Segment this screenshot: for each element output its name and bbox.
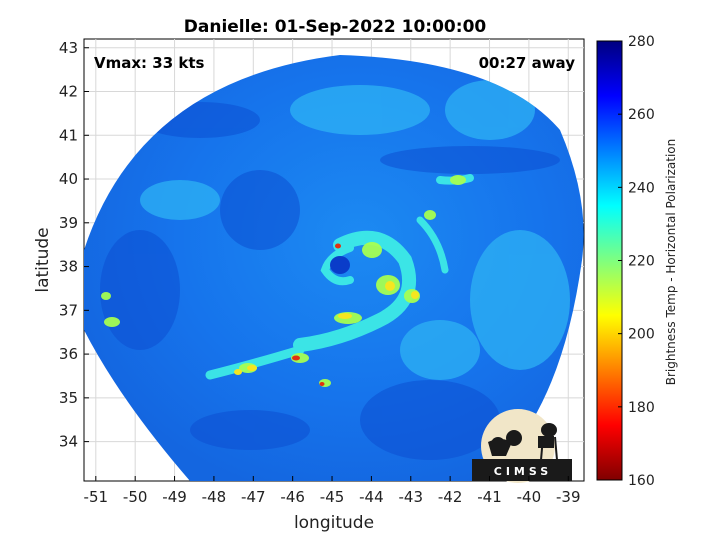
time-offset-label: 00:27 away [479, 54, 576, 72]
colorbar-tick-label: 220 [628, 254, 655, 270]
colorbar-tick-label: 180 [628, 400, 655, 416]
colorbar-tick-label: 200 [628, 327, 655, 343]
y-axis-ticks: 34 35 36 37 38 39 40 41 42 43 [59, 39, 89, 451]
x-tick-label: -43 [399, 488, 424, 506]
x-tick-label: -45 [320, 488, 345, 506]
x-tick-label: -51 [84, 488, 109, 506]
x-tick-label: -42 [438, 488, 463, 506]
colorbar-label: Brightness Temp - Horizontal Polarizatio… [664, 139, 678, 386]
y-tick-label: 38 [59, 258, 78, 276]
brightness-temp-swath [84, 55, 584, 481]
vmax-label: Vmax: 33 kts [94, 54, 204, 72]
colorbar-tick-label: 160 [628, 473, 655, 489]
y-tick-label: 37 [59, 301, 78, 319]
y-tick-label: 36 [59, 345, 78, 363]
plot-axes: Vmax: 33 kts 00:27 away CIMSS -51 -50 -49-… [59, 38, 585, 506]
x-tick-label: -49 [162, 488, 187, 506]
x-axis-label: longitude [294, 513, 374, 533]
plot-title: Danielle: 01-Sep-2022 10:00:00 [184, 17, 487, 37]
x-tick-label: -48 [202, 488, 227, 506]
colorbar-tick-label: 260 [628, 107, 655, 123]
x-tick-label: -39 [556, 488, 581, 506]
y-axis-label: latitude [33, 227, 53, 292]
y-tick-label: 43 [59, 39, 78, 57]
y-tick-label: 35 [59, 389, 78, 407]
colorbar: 160 180 200 220 240 260 280 Brightness Temp - … [596, 34, 678, 489]
x-tick-label: -50 [123, 488, 148, 506]
x-axis-ticks: -51 -50 -49 -48 -47 -46 -45 -44 -43 -42 -41 -40 -39 [84, 476, 581, 506]
colorbar-gradient [596, 40, 623, 481]
y-tick-label: 42 [59, 83, 78, 101]
x-tick-label: -41 [477, 488, 502, 506]
y-tick-label: 41 [59, 126, 78, 144]
x-tick-label: -44 [359, 488, 384, 506]
y-tick-label: 39 [59, 214, 78, 232]
y-tick-label: 40 [59, 170, 78, 188]
x-tick-label: -47 [241, 488, 266, 506]
y-tick-label: 34 [59, 433, 78, 451]
x-tick-label: -40 [517, 488, 542, 506]
colorbar-ticks: 160 180 200 220 240 260 280 [618, 34, 655, 489]
logo-text: CIMSS [494, 465, 552, 478]
colorbar-tick-label: 280 [628, 34, 655, 50]
x-tick-label: -46 [280, 488, 305, 506]
cimss-logo: CIMSS [472, 409, 572, 483]
colorbar-tick-label: 240 [628, 180, 655, 196]
